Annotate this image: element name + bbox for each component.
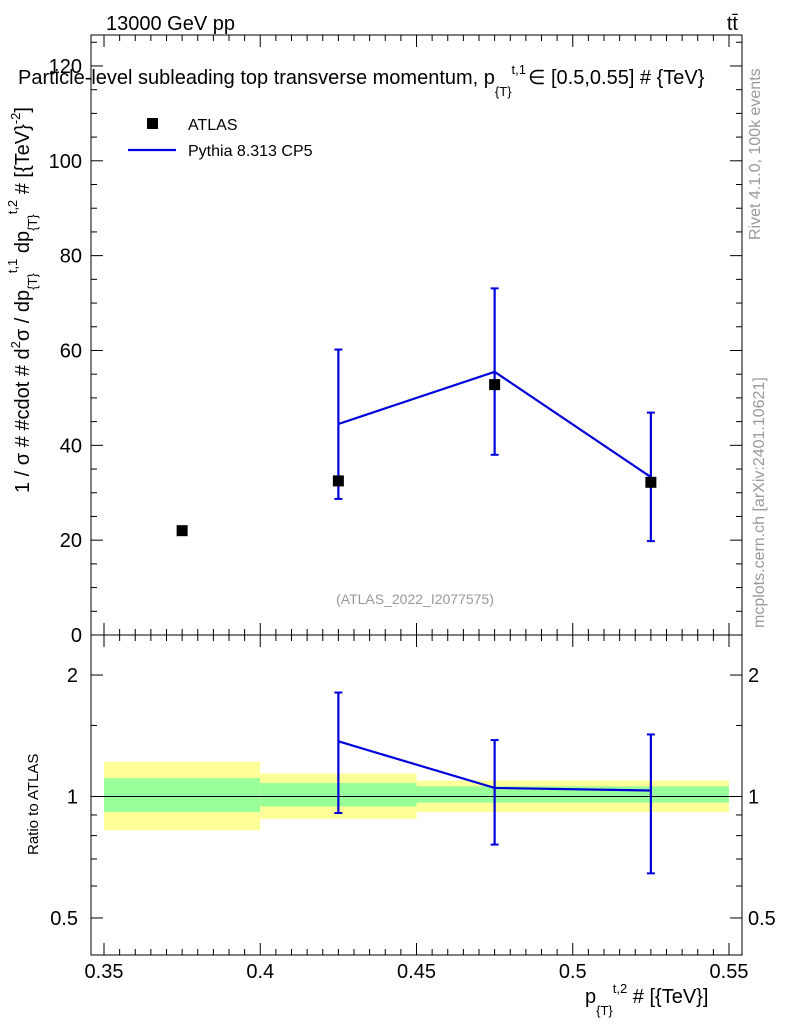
- mcplots-label: mcplots.cern.ch [arXiv:2401.10621]: [751, 377, 768, 628]
- main-y-ticks: 0 20 40 60 80 100 120: [49, 41, 742, 647]
- ratio-ticks: 0.35 0.4 0.45 0.5 0.55 0.5 0.5 1 1 2 2: [50, 635, 776, 983]
- title-sub: {T}: [495, 84, 512, 99]
- title-sup: t,1: [512, 62, 526, 77]
- x-tick-label: 0.55: [710, 961, 749, 983]
- legend: ATLAS Pythia 8.313 CP5: [128, 117, 313, 160]
- mc-series-ratio: [334, 691, 655, 875]
- ratio-y-tick-label-right: 1: [748, 787, 759, 809]
- main-y-tick-label: 0: [71, 625, 82, 647]
- legend-mc-label: Pythia 8.313 CP5: [188, 143, 313, 160]
- rivet-label: Rivet 4.1.0, 100k events: [747, 68, 764, 240]
- main-y-tick-label: 100: [49, 151, 82, 173]
- data-point: [176, 525, 188, 537]
- energy-label: 13000 GeV pp: [106, 13, 235, 35]
- title-main: Particle-level subleading top transverse…: [18, 67, 495, 89]
- ratio-y-tick-label: 2: [67, 665, 78, 687]
- data-point: [489, 379, 501, 391]
- x-tick-label: 0.45: [397, 961, 436, 983]
- ratio-y-tick-label-right: 0.5: [748, 908, 776, 930]
- analysis-watermark: (ATLAS_2022_I2077575): [336, 591, 494, 607]
- ratio-y-tick-label: 0.5: [50, 908, 78, 930]
- ratio-panel: 0.35 0.4 0.45 0.5 0.55 0.5 0.5 1 1 2 2 Ratio to AT…: [25, 634, 776, 1018]
- plot-title: Particle-level subleading top transverse…: [18, 62, 705, 99]
- data-point: [645, 476, 657, 488]
- process-label: tt̄: [727, 13, 739, 35]
- ratio-y-tick-label-right: 2: [748, 665, 759, 687]
- main-y-tick-label: 60: [60, 340, 82, 362]
- band-inner: [104, 778, 261, 813]
- ratio-y-tick-label: 1: [67, 787, 78, 809]
- x-tick-label: 0.5: [559, 961, 587, 983]
- legend-data-label: ATLAS: [188, 117, 238, 134]
- data-series-main: [176, 379, 657, 537]
- legend-data-marker: [147, 118, 158, 129]
- ratio-uncertainty-bands: [104, 761, 729, 831]
- main-y-tick-label: 120: [49, 56, 82, 78]
- x-tick-label: 0.35: [85, 961, 124, 983]
- main-y-tick-label: 80: [60, 246, 82, 268]
- x-axis-label: p{T}t,2 # [{TeV}]: [585, 981, 708, 1018]
- main-y-tick-label: 40: [60, 435, 82, 457]
- main-x-ticks: [103, 35, 730, 635]
- mc-series-main: [334, 287, 655, 543]
- data-point: [332, 475, 344, 487]
- x-tick-label: 0.4: [246, 961, 274, 983]
- main-panel: 0 20 40 60 80 100 120 (ATLAS_2022_I2077575) AT…: [5, 34, 743, 647]
- title-rest: ∈ [0.5,0.55] # {TeV}: [528, 67, 705, 89]
- main-y-tick-label: 20: [60, 530, 82, 552]
- main-y-axis-label: 1 / σ # #cdot # d2σ / dp{T}t,1 dp{T}t,2 …: [5, 107, 40, 493]
- ratio-y-axis-label: Ratio to ATLAS: [25, 754, 42, 855]
